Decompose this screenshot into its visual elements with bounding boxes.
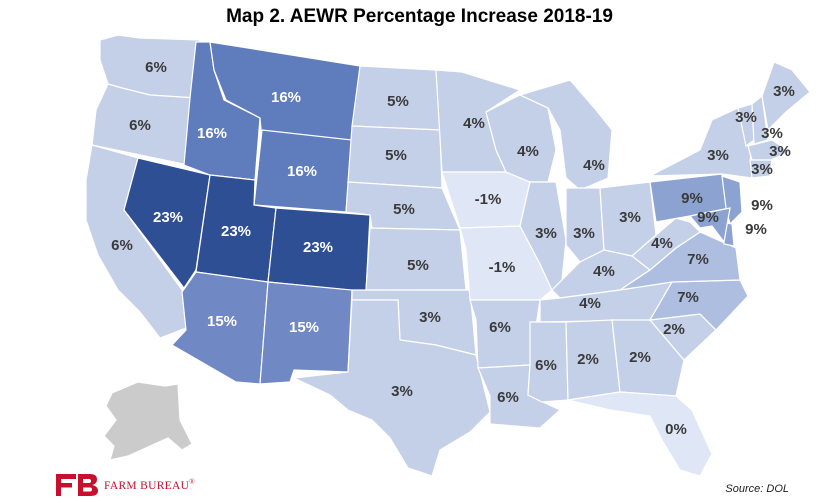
label-GA: 2%: [629, 349, 651, 366]
label-CT: 3%: [751, 161, 773, 178]
farm-bureau-mark-icon: [56, 474, 98, 496]
label-WI: 4%: [517, 143, 539, 160]
label-MD: 9%: [697, 209, 719, 226]
label-MN: 4%: [463, 115, 485, 132]
label-MS: 6%: [535, 357, 557, 374]
state-NH[interactable]: [751, 94, 769, 145]
map-title: Map 2. AEWR Percentage Increase 2018-19: [226, 6, 613, 27]
label-OH: 3%: [619, 209, 641, 226]
state-MA[interactable]: [747, 139, 792, 161]
state-TX[interactable]: [291, 299, 491, 477]
logo-name: FARM BUREAU®: [104, 478, 195, 492]
label-WA: 6%: [145, 59, 167, 76]
state-MI[interactable]: [518, 79, 613, 191]
label-NH: 3%: [761, 125, 783, 142]
label-NV: 23%: [153, 209, 183, 226]
label-TX: 3%: [391, 383, 413, 400]
label-IN: 3%: [573, 225, 595, 242]
label-KY: 4%: [593, 263, 615, 280]
state-labels: 6% 6% 6% 23% 16% 16% 16% 23% 23% 15% 15%…: [111, 59, 795, 438]
label-SC: 2%: [663, 321, 685, 338]
label-DE: 9%: [745, 221, 767, 238]
label-AL: 2%: [577, 351, 599, 368]
label-VT: 3%: [735, 109, 757, 126]
label-IL: 3%: [535, 225, 557, 242]
label-PA: 9%: [681, 190, 703, 207]
state-MD[interactable]: [688, 207, 731, 244]
state-shapes: [85, 34, 811, 477]
logo-letter-b: [78, 474, 98, 496]
label-NE: 5%: [393, 201, 415, 218]
label-ME: 3%: [773, 83, 795, 100]
logo-bar-top: [56, 474, 76, 479]
label-AR: 6%: [489, 319, 511, 336]
label-NC: 7%: [677, 289, 699, 306]
state-WV[interactable]: [631, 217, 701, 271]
label-WV: 4%: [651, 235, 673, 252]
label-FL: 0%: [665, 421, 687, 438]
label-NJ: 9%: [751, 197, 773, 214]
label-MA: 3%: [769, 143, 791, 160]
label-NY: 3%: [707, 147, 729, 164]
state-ME[interactable]: [761, 61, 811, 132]
label-NM: 15%: [289, 319, 319, 336]
label-SD: 5%: [385, 147, 407, 164]
label-CO: 23%: [303, 239, 333, 256]
state-CT[interactable]: [749, 159, 773, 179]
label-MO: -1%: [489, 259, 516, 276]
state-NV[interactable]: [123, 157, 211, 290]
label-WY: 16%: [287, 163, 317, 180]
label-MI: 4%: [583, 157, 605, 174]
label-UT: 23%: [221, 223, 251, 240]
label-MT: 16%: [271, 89, 301, 106]
label-OK: 3%: [419, 309, 441, 326]
label-CA: 6%: [111, 237, 133, 254]
label-VA: 7%: [687, 251, 709, 268]
label-KS: 5%: [407, 257, 429, 274]
farm-bureau-logo: FARM BUREAU®: [56, 473, 195, 497]
logo-bar-mid: [56, 483, 72, 488]
label-OR: 6%: [129, 117, 151, 134]
label-ND: 5%: [387, 93, 409, 110]
label-ID: 16%: [197, 125, 227, 142]
state-AK: [103, 381, 193, 461]
source-note: Source: DOL: [725, 483, 789, 495]
label-AZ: 15%: [207, 313, 237, 330]
label-TN: 4%: [579, 295, 601, 312]
label-IA: -1%: [475, 191, 502, 208]
label-LA: 6%: [497, 389, 519, 406]
state-FL[interactable]: [567, 391, 713, 477]
